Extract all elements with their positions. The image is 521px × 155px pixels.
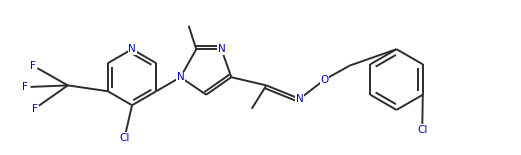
Text: N: N — [296, 94, 304, 104]
Text: F: F — [22, 82, 28, 92]
Text: Cl: Cl — [417, 125, 427, 135]
Text: N: N — [177, 72, 184, 82]
Text: O: O — [320, 75, 329, 84]
Text: Cl: Cl — [119, 133, 130, 143]
Text: N: N — [217, 44, 225, 54]
Text: F: F — [30, 61, 36, 71]
Text: N: N — [128, 44, 136, 54]
Text: F: F — [32, 104, 38, 114]
